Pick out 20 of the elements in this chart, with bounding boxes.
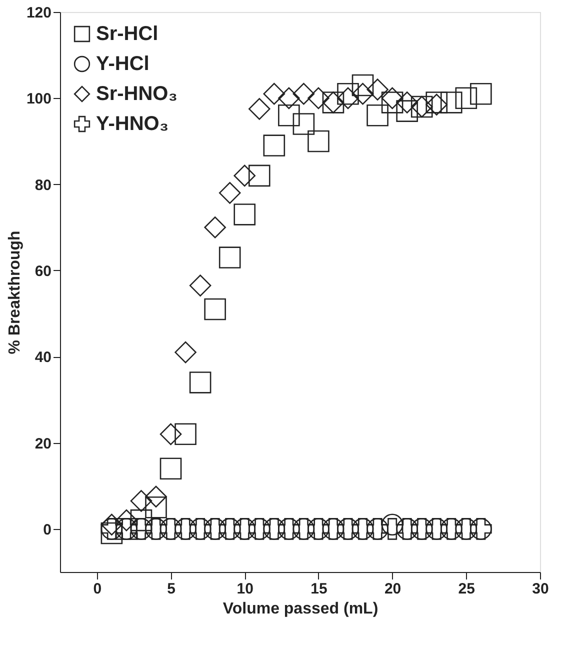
x-tick-label: 10	[236, 580, 254, 598]
y-tick-label: 80	[34, 176, 52, 194]
legend-label: Y-HNO₃	[96, 113, 169, 135]
y-tick-label: 60	[34, 262, 52, 280]
y-tick-label: 0	[43, 521, 52, 538]
legend-label: Sr-HCl	[96, 23, 158, 45]
y-tick-label: 20	[34, 435, 52, 452]
legend-label: Sr-HNO₃	[96, 83, 178, 105]
legend-label: Y-HCl	[96, 53, 150, 75]
y-tick-label: 100	[26, 90, 52, 108]
y-tick-label: 120	[26, 4, 52, 22]
y-axis-title: % Breakthrough	[6, 230, 24, 354]
x-tick-label: 25	[458, 580, 475, 598]
x-axis-title: Volume passed (mL)	[222, 600, 378, 618]
x-tick-label: 0	[93, 580, 102, 598]
y-tick-label: 40	[34, 349, 52, 366]
x-tick-label: 15	[310, 580, 328, 598]
x-tick-label: 20	[384, 580, 402, 598]
x-tick-label: 5	[167, 580, 176, 598]
x-tick-label: 30	[532, 580, 549, 598]
